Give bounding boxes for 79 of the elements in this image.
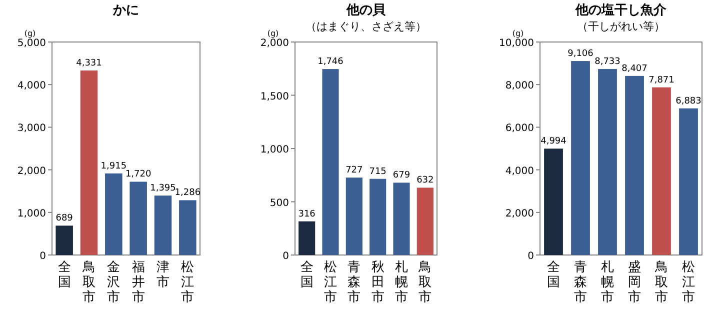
x-tick-label: 秋田市 [371,260,384,305]
bar [298,221,316,255]
bar [393,182,410,255]
x-tick-label: 青森市 [348,260,361,305]
data-label: 8,733 [594,56,620,67]
x-tick-label: 全国 [547,260,560,290]
y-axis-title: (g) [512,29,524,38]
data-label: 1,915 [100,161,127,172]
data-label: 4,331 [76,58,102,68]
x-tick-label: 鳥取市 [418,260,432,305]
data-label: 727 [346,166,363,176]
chart-title: 他の貝 [346,3,386,18]
bar [679,108,698,255]
bar [625,76,644,255]
x-tick-label: 鳥取市 [82,260,96,305]
data-label: 1,746 [318,57,344,68]
bar [416,188,434,255]
y-tick-label: 4,000 [17,80,46,92]
x-tick-label: 鳥取市 [654,260,668,305]
y-axis-title: (g) [267,29,279,38]
x-tick-label: 札幌市 [601,260,614,305]
y-tick-label: 6,000 [505,123,534,134]
y-tick-label: 1,000 [17,208,46,220]
y-tick-label: 3,000 [17,123,46,134]
data-label: 316 [298,209,316,220]
y-axis-title: (g) [24,29,36,38]
x-tick-label: 札幌市 [395,260,408,305]
y-tick-label: 1,000 [260,144,289,156]
data-label: 8,407 [622,64,648,74]
data-label: 1,395 [150,184,176,194]
bar [544,148,563,255]
bar [598,68,617,255]
y-tick-label: 8,000 [505,80,534,92]
x-tick-label: 津市 [156,260,170,290]
data-label: 6,883 [676,96,702,106]
data-label: 9,106 [568,49,594,60]
y-tick-label: 10,000 [499,38,534,49]
y-tick-label: 1,500 [260,91,289,102]
x-tick-label: 盛岡市 [628,260,641,305]
x-tick-label: 松江市 [682,260,695,305]
data-label: 7,871 [648,75,674,86]
data-label: 679 [392,170,410,181]
y-tick-label: 2,000 [260,38,289,49]
data-label: 1,286 [174,188,201,198]
x-tick-label: 松江市 [324,260,337,305]
bar [179,200,196,255]
data-label: 689 [56,214,74,224]
x-tick-label: 全国 [58,260,71,290]
chart-subtitle: （干しがれい等） [577,20,665,33]
bar [322,69,339,255]
x-tick-label: 金沢市 [107,260,120,305]
y-tick-label: 4,000 [505,166,534,177]
bar [370,178,386,255]
bar [652,87,671,255]
data-label: 1,720 [125,170,152,180]
y-tick-label: 0 [282,251,289,262]
data-label: 632 [416,176,434,186]
bar [571,61,590,255]
y-tick-label: 2,000 [17,166,46,177]
bar [346,178,362,255]
bar [80,70,98,255]
chart-title: かに [112,3,139,18]
y-tick-label: 2,000 [505,208,534,220]
y-tick-label: 0 [40,251,46,262]
chart-title: 他の塩干し魚介 [574,3,668,18]
y-tick-label: 5,000 [17,38,46,49]
data-label: 4,994 [540,136,567,147]
y-tick-label: 0 [528,251,534,262]
bar [56,226,73,255]
bar [130,182,147,255]
bar [105,173,122,255]
x-tick-label: 松江市 [181,260,194,305]
data-label: 715 [369,166,386,177]
bar [154,196,172,255]
chart-subtitle: （はまぐり、さざえ等） [306,20,426,33]
x-tick-label: 福井市 [132,260,145,305]
x-tick-label: 青森市 [574,260,587,305]
x-tick-label: 全国 [300,260,314,290]
y-tick-label: 500 [270,198,289,209]
